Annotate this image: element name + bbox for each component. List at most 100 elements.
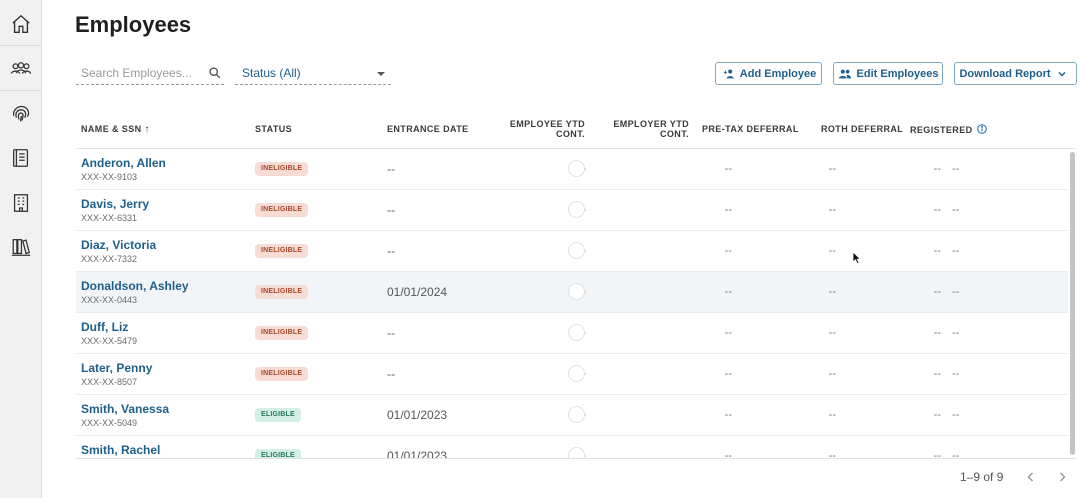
entrance-date: 01/01/2023 (387, 408, 448, 422)
status-badge: INELIGIBLE (255, 367, 309, 381)
nav-resources[interactable] (0, 225, 42, 269)
roth-deferral-value: -- (933, 204, 941, 216)
employer-ytd-value: -- (724, 245, 732, 257)
edit-employees-button[interactable]: Edit Employees (833, 62, 943, 85)
chevron-down-icon (1058, 71, 1066, 77)
scrollbar-thumb[interactable] (1070, 152, 1075, 455)
pretax-deferral-value: -- (828, 204, 836, 216)
table-scrollbar[interactable] (1068, 149, 1078, 458)
employer-ytd-value: -- (724, 163, 732, 175)
document-list-icon (13, 149, 29, 167)
table-row[interactable]: Anderon, Allen XXX-XX-9103 INELIGIBLE -- -- -… (76, 149, 1068, 190)
column-header-status[interactable]: STATUS (255, 124, 293, 134)
chevron-left-icon[interactable] (1024, 470, 1038, 484)
people-icon (10, 61, 32, 74)
entrance-date: -- (387, 162, 395, 176)
employee-name-link[interactable]: Smith, Rachel (81, 443, 161, 457)
table-body: Anderon, Allen XXX-XX-9103 INELIGIBLE -- -- -… (76, 149, 1076, 458)
row-radio-button[interactable] (568, 160, 585, 177)
nav-company[interactable] (0, 181, 42, 225)
employee-name-link[interactable]: Donaldson, Ashley (81, 279, 189, 293)
entrance-date: -- (387, 367, 395, 381)
row-radio-button[interactable] (568, 283, 585, 300)
roth-deferral-value: -- (933, 450, 941, 458)
status-badge: INELIGIBLE (255, 326, 309, 340)
fingerprint-icon (12, 105, 30, 122)
entrance-date: 01/01/2023 (387, 449, 448, 458)
roth-deferral-value: -- (933, 327, 941, 339)
search-input[interactable] (76, 66, 202, 80)
pretax-deferral-value: -- (828, 163, 836, 175)
column-header-name[interactable]: NAME & SSN ↑ (81, 124, 150, 135)
table-row[interactable]: Smith, RachelELIGIBLE01/01/2023---------… (76, 436, 1068, 458)
add-person-icon (723, 69, 734, 78)
sort-arrow-up-icon[interactable]: ↑ (144, 124, 150, 135)
caret-down-icon (377, 72, 385, 76)
add-employee-label: Add Employee (739, 67, 817, 80)
add-employee-button[interactable]: Add Employee (715, 62, 822, 85)
employee-ssn: XXX-XX-6331 (81, 213, 138, 223)
status-badge: ELIGIBLE (255, 449, 301, 458)
table-row[interactable]: Davis, Jerry XXX-XX-6331 INELIGIBLE -- -- -- -… (76, 190, 1068, 231)
registered-value: -- (952, 286, 960, 298)
download-report-button[interactable]: Download Report (954, 62, 1077, 85)
pagination-label: 1–9 of 9 (960, 470, 1004, 484)
search-icon[interactable] (208, 66, 222, 80)
status-filter-select[interactable]: Status (All) (235, 62, 391, 85)
employee-name-link[interactable]: Davis, Jerry (81, 197, 150, 211)
pretax-deferral-value: -- (828, 286, 836, 298)
employee-name-link[interactable]: Smith, Vanessa (81, 402, 170, 416)
table-row[interactable]: Donaldson, Ashley XXX-XX-0443 INELIGIBLE 01… (76, 272, 1068, 313)
column-header-registered[interactable]: REGISTERED (910, 124, 988, 135)
registered-value: -- (952, 450, 960, 458)
search-box[interactable] (76, 62, 224, 85)
employee-name-link[interactable]: Diaz, Victoria (81, 238, 157, 252)
row-radio-button[interactable] (568, 447, 585, 458)
nav-home[interactable] (0, 2, 42, 46)
employer-ytd-value: -- (724, 327, 732, 339)
column-header-employee-ytd-line2: CONT. (556, 129, 585, 139)
main-content: Employees Status (All) Add Employee Edit… (42, 0, 1080, 498)
status-badge: INELIGIBLE (255, 203, 309, 217)
pretax-deferral-value: -- (828, 368, 836, 380)
mouse-cursor-icon (852, 251, 862, 265)
row-radio-button[interactable] (568, 406, 585, 423)
column-header-employee-ytd[interactable]: EMPLOYEE YTD CONT. (504, 119, 585, 139)
employee-name-link[interactable]: Duff, Liz (81, 320, 129, 334)
employer-ytd-value: -- (724, 450, 732, 458)
pretax-deferral-value: -- (828, 245, 836, 257)
column-header-employer-ytd-line1: EMPLOYER YTD (613, 119, 689, 129)
column-header-entrance-date[interactable]: ENTRANCE DATE (387, 124, 469, 134)
employee-name-link[interactable]: Later, Penny (81, 361, 153, 375)
home-icon (12, 14, 30, 33)
row-radio-button[interactable] (568, 242, 585, 259)
status-badge: INELIGIBLE (255, 244, 309, 258)
row-radio-button[interactable] (568, 324, 585, 341)
chevron-right-icon[interactable] (1055, 470, 1069, 484)
roth-deferral-value: -- (933, 286, 941, 298)
employer-ytd-value: -- (724, 204, 732, 216)
nav-employees[interactable] (0, 47, 42, 91)
entrance-date: -- (387, 203, 395, 217)
download-report-label: Download Report (959, 67, 1051, 80)
column-header-roth-deferral[interactable]: ROTH DEFERRAL (821, 124, 904, 134)
column-header-pretax-deferral[interactable]: PRE-TAX DEFERRAL (702, 124, 799, 134)
page-title: Employees (75, 12, 192, 37)
library-icon (11, 239, 31, 256)
table-row[interactable]: Smith, Vanessa XXX-XX-5049 ELIGIBLE 01/01/2… (76, 395, 1068, 436)
employee-ssn: XXX-XX-5479 (81, 336, 138, 346)
table-row[interactable]: Diaz, Victoria XXX-XX-7332 INELIGIBLE -- -- -… (76, 231, 1068, 272)
row-radio-button[interactable] (568, 365, 585, 382)
info-icon[interactable] (977, 124, 988, 134)
people-group-icon (838, 69, 851, 78)
nav-fingerprint[interactable] (0, 92, 42, 136)
table-row[interactable]: Duff, Liz XXX-XX-5479 INELIGIBLE -- -- -- -- --… (76, 313, 1068, 354)
nav-plan-documents[interactable] (0, 136, 42, 180)
employee-ssn: XXX-XX-8507 (81, 377, 138, 387)
column-header-employer-ytd[interactable]: EMPLOYER YTD CONT. (604, 119, 689, 139)
table-row[interactable]: Later, Penny XXX-XX-8507 INELIGIBLE -- -- -- -… (76, 354, 1068, 395)
employee-name-link[interactable]: Anderon, Allen (81, 156, 166, 170)
row-radio-button[interactable] (568, 201, 585, 218)
column-header-employer-ytd-line2: CONT. (660, 129, 689, 139)
registered-value: -- (952, 368, 960, 380)
